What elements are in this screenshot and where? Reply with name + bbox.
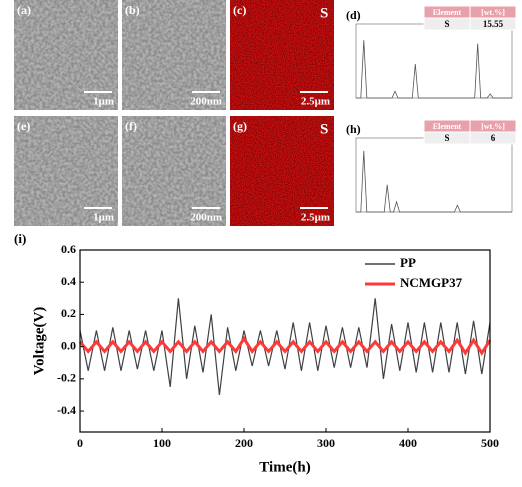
x-tick-label: 0 xyxy=(77,436,83,450)
scale-bar-label: 2.5μm xyxy=(301,212,330,224)
legend-label: NCMGP37 xyxy=(400,275,463,290)
table-header: Element xyxy=(433,8,462,17)
scale-bar-label: 1μm xyxy=(93,96,114,108)
table-value: 6 xyxy=(491,133,496,143)
x-axis-title: Time(h) xyxy=(259,459,310,475)
chart-title: (i) xyxy=(14,231,26,246)
panel-label: (h) xyxy=(346,122,361,136)
table-value: S xyxy=(444,19,449,29)
x-tick-label: 100 xyxy=(153,436,171,450)
table-value: S xyxy=(444,133,449,143)
scale-bar-label: 200nm xyxy=(190,212,222,224)
plot-frame xyxy=(79,249,491,433)
panel-label: (a) xyxy=(17,3,31,17)
y-tick-label: 0.4 xyxy=(61,274,76,288)
map-element: S xyxy=(320,121,328,137)
scale-bar-label: 2.5μm xyxy=(301,96,330,108)
spectrum xyxy=(356,150,512,213)
spectrum-frame xyxy=(355,23,513,99)
spectrum-frame xyxy=(355,137,513,213)
y-tick-label: -0.2 xyxy=(57,371,76,385)
x-tick-label: 400 xyxy=(399,436,417,450)
scale-bar-label: 1μm xyxy=(93,212,114,224)
x-tick-label: 300 xyxy=(317,436,335,450)
map-element: S xyxy=(320,5,328,21)
table-value: 15.55 xyxy=(483,19,504,29)
panel-label: (c) xyxy=(233,3,246,17)
table-header: [wt.%] xyxy=(481,122,505,131)
sem-texture xyxy=(122,116,226,226)
y-tick-label: 0.2 xyxy=(61,306,76,320)
table-cell xyxy=(469,131,517,145)
x-tick-label: 500 xyxy=(481,436,499,450)
y-tick-label: -0.4 xyxy=(57,403,76,417)
x-tick-label: 200 xyxy=(235,436,253,450)
y-tick-label: 0.0 xyxy=(61,338,76,352)
panel-label: (f) xyxy=(125,119,137,133)
y-tick-label: 0.6 xyxy=(61,242,76,256)
table-header: Element xyxy=(433,122,462,131)
scale-bar-label: 200nm xyxy=(190,96,222,108)
data-line xyxy=(78,335,492,356)
table-cell xyxy=(469,17,517,31)
panel-label: (d) xyxy=(346,8,361,22)
legend-label: PP xyxy=(400,255,416,270)
spectrum xyxy=(356,40,512,99)
panel-label: (e) xyxy=(17,119,30,133)
panel-label: (b) xyxy=(125,3,140,17)
panel-label: (g) xyxy=(233,119,247,133)
y-axis-title: Voltage(V) xyxy=(31,307,47,376)
table-header: [wt.%] xyxy=(481,8,505,17)
